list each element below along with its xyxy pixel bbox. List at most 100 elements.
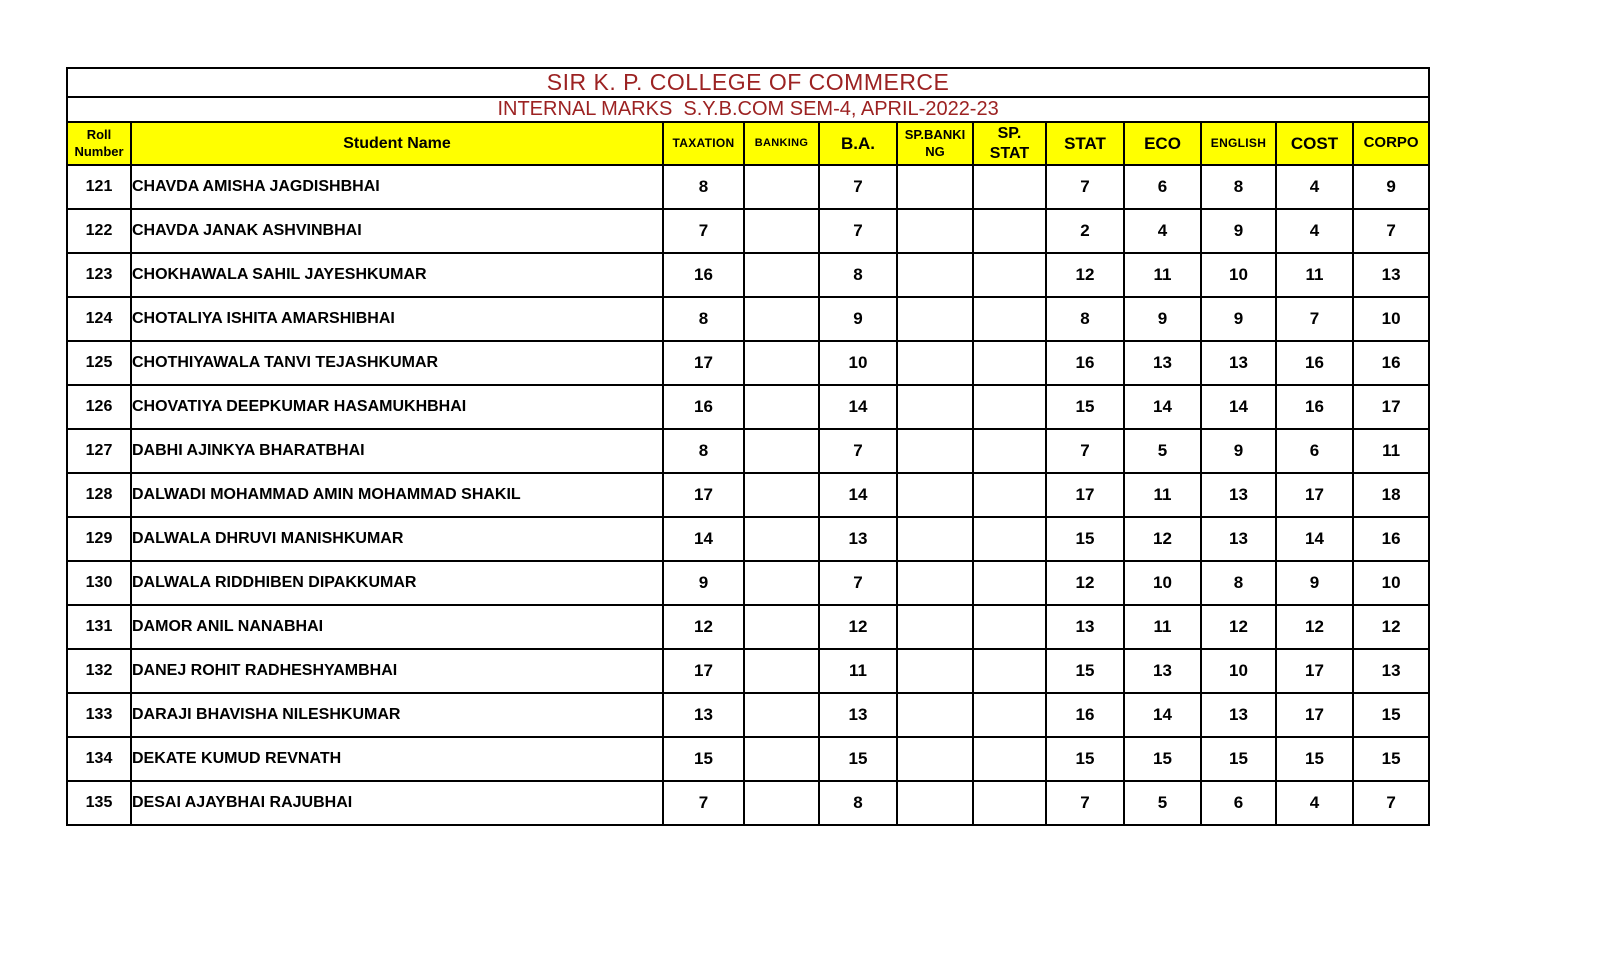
column-header-student-name: Student Name: [130, 121, 664, 166]
mark-cell: 9: [1200, 296, 1277, 342]
column-header-cost: COST: [1275, 121, 1354, 166]
mark-cell: 18: [1351, 472, 1431, 518]
mark-cell: [896, 560, 974, 606]
mark-cell: 9: [1275, 560, 1354, 606]
mark-cell: 4: [1275, 208, 1354, 254]
mark-cell: 16: [1351, 340, 1431, 386]
mark-cell: 16: [1275, 340, 1354, 386]
mark-cell: [743, 516, 820, 562]
mark-cell: [896, 780, 974, 826]
student-name-cell: DESAI AJAYBHAI RAJUBHAI: [130, 780, 664, 826]
column-header-taxation: TAXATION: [662, 121, 745, 166]
mark-cell: 7: [1351, 208, 1431, 254]
mark-cell: 14: [1275, 516, 1354, 562]
mark-cell: 16: [662, 384, 745, 430]
mark-cell: [972, 648, 1047, 694]
mark-cell: [743, 736, 820, 782]
mark-cell: [896, 384, 974, 430]
mark-cell: [972, 736, 1047, 782]
student-name-cell: DARAJI BHAVISHA NILESHKUMAR: [130, 692, 664, 738]
mark-cell: 13: [1200, 472, 1277, 518]
mark-cell: 8: [1200, 164, 1277, 210]
mark-cell: 12: [662, 604, 745, 650]
table-row: 123 CHOKHAWALA SAHIL JAYESHKUMAR 16 8 12 11 10…: [66, 252, 1431, 298]
mark-cell: [896, 164, 974, 210]
mark-cell: [743, 164, 820, 210]
mark-cell: [972, 560, 1047, 606]
table-row: 132 DANEJ ROHIT RADHESHYAMBHAI 17 11 15 13 10 1…: [66, 648, 1431, 694]
mark-cell: 15: [1351, 692, 1431, 738]
mark-cell: [743, 384, 820, 430]
roll-number-cell: 121: [66, 164, 132, 210]
mark-cell: [743, 648, 820, 694]
mark-cell: 17: [662, 472, 745, 518]
table-row: 130 DALWALA RIDDHIBEN DIPAKKUMAR 9 7 12 10 8 9 1…: [66, 560, 1431, 606]
mark-cell: 7: [1045, 780, 1125, 826]
mark-cell: 15: [1045, 516, 1125, 562]
mark-cell: 8: [662, 428, 745, 474]
mark-cell: 15: [1045, 384, 1125, 430]
student-name-cell: CHOVATIYA DEEPKUMAR HASAMUKHBHAI: [130, 384, 664, 430]
mark-cell: 13: [662, 692, 745, 738]
mark-cell: 7: [662, 208, 745, 254]
college-title: SIR K. P. COLLEGE OF COMMERCE: [65, 67, 1431, 98]
student-name-cell: DAMOR ANIL NANABHAI: [130, 604, 664, 650]
mark-cell: 13: [1123, 648, 1202, 694]
mark-cell: 14: [1200, 384, 1277, 430]
mark-cell: 9: [818, 296, 898, 342]
mark-cell: 10: [1351, 296, 1431, 342]
mark-cell: [743, 252, 820, 298]
mark-cell: 10: [1200, 252, 1277, 298]
mark-cell: [972, 208, 1047, 254]
student-name-cell: CHAVDA JANAK ASHVINBHAI: [130, 208, 664, 254]
column-header-eco: ECO: [1123, 121, 1202, 166]
mark-cell: [743, 340, 820, 386]
mark-cell: 11: [1275, 252, 1354, 298]
mark-cell: 7: [818, 164, 898, 210]
mark-cell: [743, 560, 820, 606]
mark-cell: [743, 472, 820, 518]
mark-cell: 8: [818, 780, 898, 826]
mark-cell: 13: [818, 516, 898, 562]
mark-cell: [896, 428, 974, 474]
mark-cell: 12: [1351, 604, 1431, 650]
mark-cell: 13: [1200, 516, 1277, 562]
mark-cell: 10: [1123, 560, 1202, 606]
mark-cell: 15: [1351, 736, 1431, 782]
roll-number-cell: 122: [66, 208, 132, 254]
mark-cell: 10: [1351, 560, 1431, 606]
mark-cell: 13: [1351, 648, 1431, 694]
mark-cell: 15: [1045, 648, 1125, 694]
mark-cell: 12: [1123, 516, 1202, 562]
mark-cell: [896, 604, 974, 650]
mark-cell: 8: [662, 164, 745, 210]
subtitle-row: INTERNAL MARKS S.Y.B.COM SEM-4, APRIL-20…: [65, 96, 1431, 123]
mark-cell: [972, 340, 1047, 386]
mark-cell: 7: [662, 780, 745, 826]
mark-cell: 8: [1045, 296, 1125, 342]
mark-cell: 15: [1200, 736, 1277, 782]
mark-cell: [972, 604, 1047, 650]
student-name-cell: DANEJ ROHIT RADHESHYAMBHAI: [130, 648, 664, 694]
mark-cell: [896, 736, 974, 782]
column-header-ba: B.A.: [818, 121, 898, 166]
mark-cell: 8: [662, 296, 745, 342]
mark-cell: 16: [662, 252, 745, 298]
mark-cell: 14: [662, 516, 745, 562]
column-header-row: Roll Number Student Name TAXATION BANKIN…: [66, 121, 1431, 166]
column-header-sp-banking: SP.BANKI NG: [896, 121, 974, 166]
mark-cell: 12: [818, 604, 898, 650]
student-name-cell: CHOKHAWALA SAHIL JAYESHKUMAR: [130, 252, 664, 298]
roll-number-cell: 132: [66, 648, 132, 694]
mark-cell: 14: [1123, 692, 1202, 738]
mark-cell: 15: [662, 736, 745, 782]
table-row: 129 DALWALA DHRUVI MANISHKUMAR 14 13 15 12 13 1…: [66, 516, 1431, 562]
mark-cell: 12: [1045, 560, 1125, 606]
mark-cell: 6: [1275, 428, 1354, 474]
table-row: 128 DALWADI MOHAMMAD AMIN MOHAMMAD SHAKIL…: [66, 472, 1431, 518]
mark-cell: 9: [1351, 164, 1431, 210]
student-name-cell: DALWALA RIDDHIBEN DIPAKKUMAR: [130, 560, 664, 606]
mark-cell: [972, 296, 1047, 342]
mark-cell: [743, 208, 820, 254]
